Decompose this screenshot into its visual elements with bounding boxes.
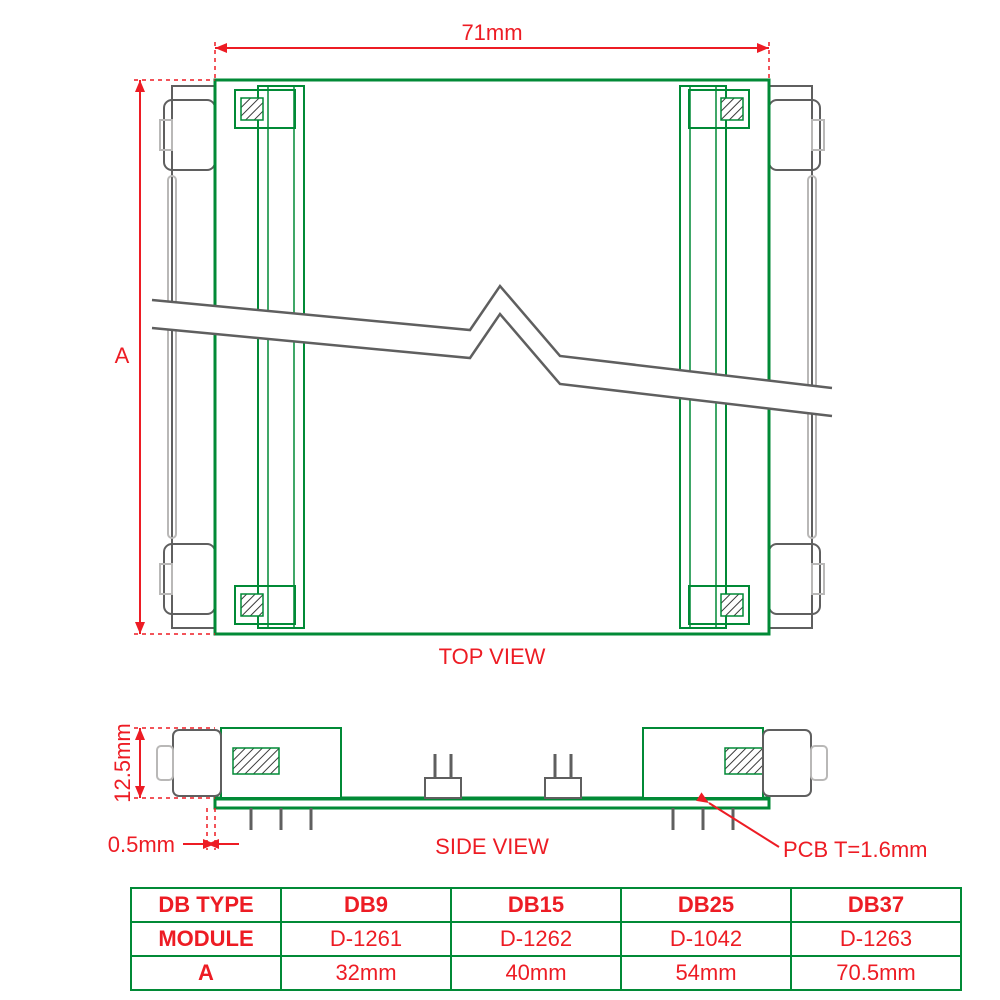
- table-cell: 54mm: [621, 956, 791, 990]
- table-cell: D-1042: [621, 922, 791, 956]
- table-cell: D-1262: [451, 922, 621, 956]
- top-view-label: TOP VIEW: [439, 644, 546, 669]
- table-header-cell: DB37: [791, 888, 961, 922]
- table-header-cell: DB25: [621, 888, 791, 922]
- svg-text:12.5mm: 12.5mm: [110, 723, 135, 802]
- table-cell: 32mm: [281, 956, 451, 990]
- table-header-cell: DB TYPE: [131, 888, 281, 922]
- table-header-cell: DB15: [451, 888, 621, 922]
- table-cell: MODULE: [131, 922, 281, 956]
- table-cell: D-1261: [281, 922, 451, 956]
- table-cell: A: [131, 956, 281, 990]
- svg-text:71mm: 71mm: [461, 20, 522, 45]
- pcb-top-outline: [215, 80, 769, 634]
- table-header-cell: DB9: [281, 888, 451, 922]
- pcb-thickness-note: PCB T=1.6mm: [783, 837, 927, 862]
- side-view-label: SIDE VIEW: [435, 834, 549, 859]
- svg-text:A: A: [115, 343, 130, 368]
- table-cell: D-1263: [791, 922, 961, 956]
- table-cell: 70.5mm: [791, 956, 961, 990]
- table-cell: 40mm: [451, 956, 621, 990]
- db-type-table: DB TYPEDB9DB15DB25DB37 MODULED-1261D-1262…: [130, 887, 962, 991]
- svg-text:0.5mm: 0.5mm: [108, 832, 175, 857]
